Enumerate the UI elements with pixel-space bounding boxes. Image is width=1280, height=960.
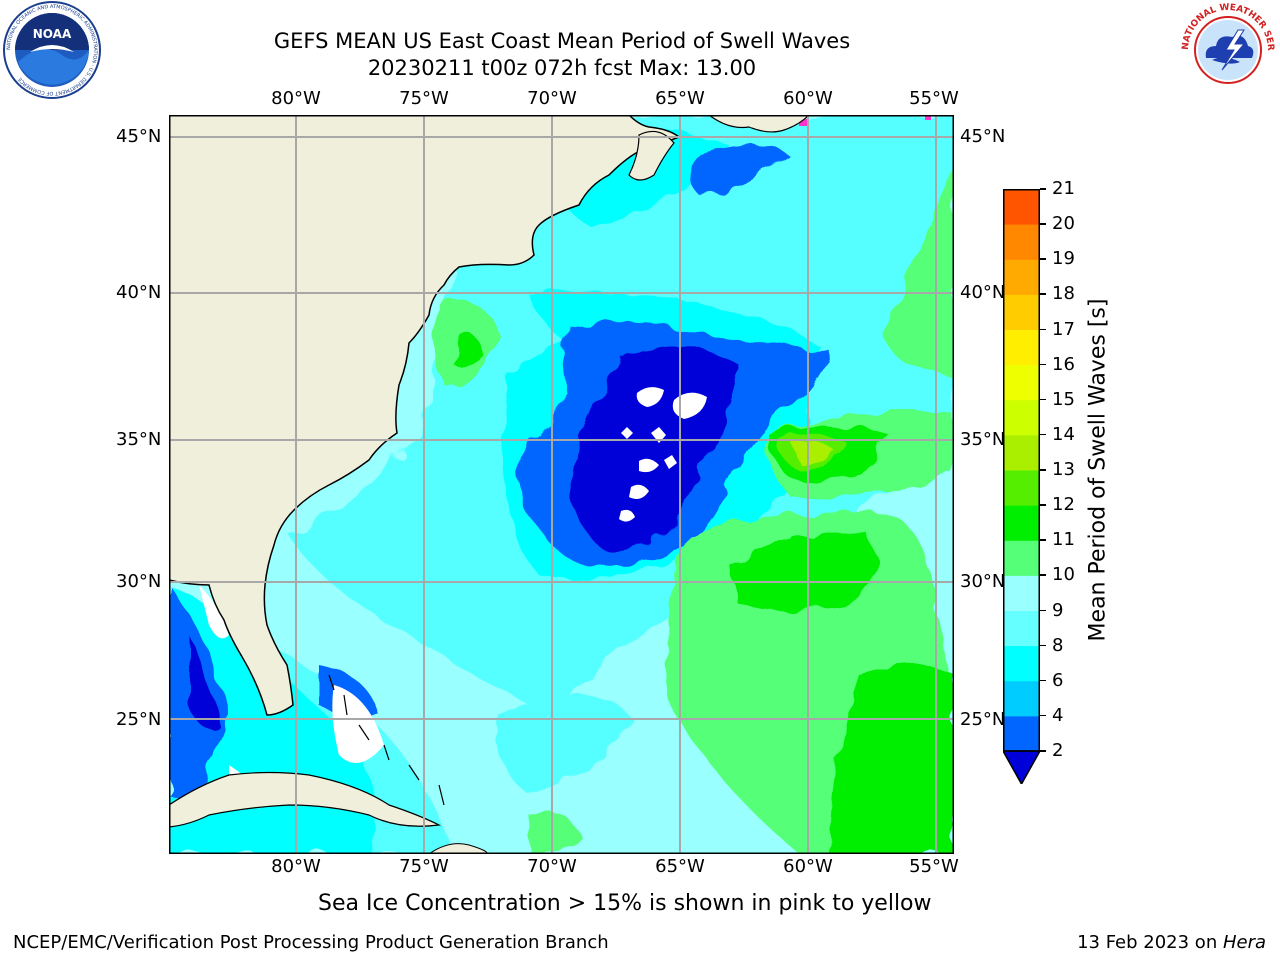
- swell-period-map: [169, 115, 954, 854]
- colorbar-tick-label: 14: [1052, 423, 1075, 445]
- colorbar-segment: [1003, 434, 1040, 471]
- colorbar-segment: [1003, 364, 1040, 401]
- colorbar-segment: [1003, 610, 1040, 647]
- colorbar-tick-label: 12: [1052, 494, 1075, 516]
- sea-ice-speck: [925, 115, 931, 120]
- colorbar-tick-label: 9: [1052, 599, 1064, 621]
- colorbar-tick-mark: [1040, 539, 1046, 541]
- lon-label-top: 75°W: [399, 88, 449, 109]
- colorbar-tick-label: 2: [1052, 740, 1064, 761]
- colorbar-tick-label: 17: [1052, 318, 1075, 340]
- lat-label-left: 40°N: [116, 282, 162, 303]
- colorbar-tick-mark: [1040, 398, 1046, 401]
- colorbar-segment: [1003, 294, 1040, 330]
- colorbar-segment: [1003, 575, 1040, 611]
- footer-host: Hera: [1222, 932, 1266, 953]
- map-frame: [169, 115, 954, 854]
- colorbar-tick-label: 6: [1052, 669, 1064, 691]
- colorbar-segment: [1003, 470, 1040, 506]
- colorbar-tick-mark: [1040, 258, 1046, 260]
- colorbar-tick-mark: [1040, 644, 1046, 647]
- colorbar-tick-label: 10: [1052, 564, 1075, 586]
- lat-label-right: 35°N: [960, 429, 1006, 450]
- colorbar-segment: [1003, 540, 1040, 576]
- colorbar-tick-label: 16: [1052, 353, 1075, 375]
- chart-subtitle: 20230211 t00z 072h fcst Max: 13.00: [367, 56, 757, 80]
- colorbar-tick-label: 11: [1052, 529, 1075, 551]
- colorbar-tick-mark: [1040, 363, 1046, 366]
- lon-label-top: 70°W: [527, 88, 577, 109]
- colorbar-tick-mark: [1040, 609, 1046, 611]
- lon-label-top: 60°W: [783, 88, 833, 109]
- colorbar-extend-arrow: [1001, 750, 1042, 786]
- colorbar-tick-label: 18: [1052, 283, 1075, 305]
- noaa-text: NOAA: [33, 27, 72, 41]
- lat-label-right: 30°N: [960, 571, 1006, 592]
- colorbar-tick-mark: [1040, 223, 1046, 225]
- chart-title: GEFS MEAN US East Coast Mean Period of S…: [273, 29, 851, 53]
- lon-label-bottom: 70°W: [527, 856, 577, 877]
- lon-label-bottom: 60°W: [783, 856, 833, 877]
- lon-label-bottom: 75°W: [399, 856, 449, 877]
- colorbar-tick-label: 4: [1052, 704, 1064, 726]
- colorbar-tick-mark: [1040, 574, 1046, 576]
- colorbar-tick-label: 19: [1052, 248, 1075, 270]
- colorbar-tick-label: 21: [1052, 178, 1075, 199]
- lat-label-right: 45°N: [960, 126, 1006, 147]
- colorbar-segment: [1003, 224, 1040, 260]
- lon-label-top: 65°W: [655, 88, 705, 109]
- sea-ice-note: Sea Ice Concentration > 15% is shown in …: [318, 891, 932, 916]
- nws-logo: NATIONAL WEATHER SERVICE: [1175, 0, 1278, 100]
- colorbar-segment: [1003, 505, 1040, 541]
- lat-label-right: 25°N: [960, 709, 1006, 730]
- colorbar-tick-label: 15: [1052, 388, 1075, 410]
- sea-ice-speck: [799, 119, 809, 126]
- lon-label-top: 55°W: [909, 88, 959, 109]
- lon-label-top: 80°W: [271, 88, 321, 109]
- colorbar-segment: [1003, 715, 1040, 752]
- colorbar-tick-label: 13: [1052, 459, 1075, 480]
- footer-date: 13 Feb 2023 on: [1077, 932, 1223, 953]
- colorbar-tick-mark: [1040, 469, 1046, 471]
- colorbar-segment: [1003, 259, 1040, 295]
- colorbar-tick-mark: [1040, 714, 1046, 717]
- footer-right: 13 Feb 2023 on Hera: [1077, 932, 1266, 953]
- colorbar-segment: [1003, 189, 1040, 225]
- lat-label-left: 30°N: [116, 571, 162, 592]
- colorbar-segment: [1003, 680, 1040, 717]
- lat-label-right: 40°N: [960, 282, 1006, 303]
- lat-label-left: 45°N: [116, 126, 162, 147]
- colorbar-tick-mark: [1040, 750, 1046, 752]
- colorbar-segment: [1003, 399, 1040, 436]
- colorbar: [1001, 189, 1042, 786]
- footer-left: NCEP/EMC/Verification Post Processing Pr…: [13, 932, 609, 953]
- colorbar-tick-mark: [1040, 433, 1046, 436]
- colorbar-frame: [1003, 189, 1040, 752]
- colorbar-tick-label: 20: [1052, 213, 1075, 235]
- noaa-logo: NOAA NATIONAL OCEANIC AND ATMOSPHERIC AD…: [2, 0, 102, 100]
- colorbar-tick-mark: [1040, 188, 1046, 190]
- lat-label-left: 25°N: [116, 709, 162, 730]
- colorbar-tick-mark: [1040, 679, 1046, 682]
- lat-label-left: 35°N: [116, 429, 162, 450]
- colorbar-tick-mark: [1040, 328, 1046, 330]
- colorbar-label: Mean Period of Swell Waves [s]: [1085, 298, 1111, 642]
- lon-label-bottom: 55°W: [909, 856, 959, 877]
- colorbar-tick-label: 8: [1052, 634, 1064, 656]
- graticule: [169, 115, 954, 854]
- colorbar-tick-mark: [1040, 504, 1046, 506]
- lon-label-bottom: 80°W: [271, 856, 321, 877]
- colorbar-tick-mark: [1040, 293, 1046, 295]
- colorbar-segment: [1003, 645, 1040, 682]
- lon-label-bottom: 65°W: [655, 856, 705, 877]
- colorbar-segment: [1003, 329, 1040, 366]
